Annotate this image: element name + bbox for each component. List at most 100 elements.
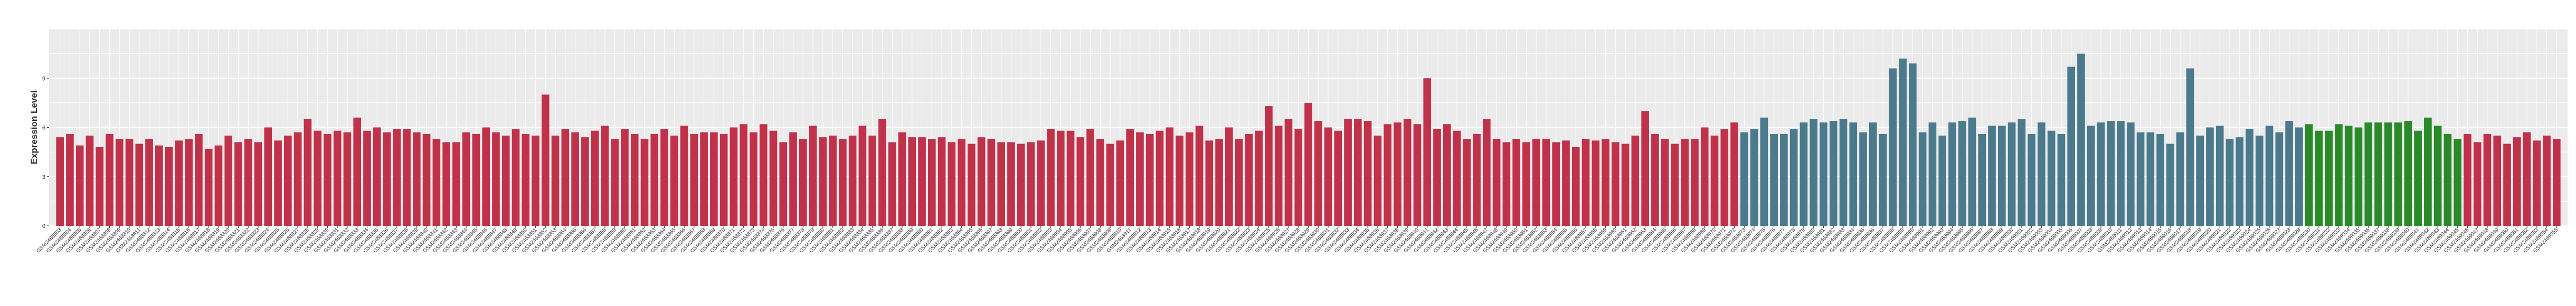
bar <box>2087 126 2095 226</box>
y-tick-label: 3 <box>42 174 45 180</box>
bar <box>1324 127 1332 226</box>
bar <box>1453 130 1461 226</box>
bar <box>1820 122 1827 226</box>
bar <box>264 127 272 226</box>
bar <box>2483 133 2492 226</box>
bar <box>1344 119 1352 226</box>
bar <box>779 142 788 226</box>
bar <box>670 136 678 226</box>
bar <box>293 132 302 226</box>
bar <box>1800 122 1808 226</box>
bar <box>1958 121 1966 226</box>
bar <box>314 130 321 226</box>
bar <box>690 133 698 226</box>
bar <box>66 133 74 226</box>
bar <box>363 130 371 226</box>
bar <box>1542 139 1550 226</box>
bar <box>1700 127 1709 226</box>
bar <box>86 136 94 226</box>
bar <box>234 142 242 226</box>
bar <box>333 130 342 226</box>
bar <box>968 144 976 226</box>
bar <box>621 129 629 226</box>
bar <box>1750 129 1758 226</box>
bar <box>848 136 857 226</box>
bar <box>710 132 718 226</box>
bar <box>482 127 490 226</box>
bar <box>274 140 282 226</box>
bar <box>2166 144 2174 226</box>
bar <box>2325 130 2333 226</box>
bar <box>1581 139 1590 226</box>
bar <box>769 130 778 226</box>
bar <box>2394 122 2402 226</box>
bar <box>403 129 411 226</box>
bar <box>1562 140 1570 226</box>
bar <box>512 129 520 226</box>
bar <box>106 133 113 226</box>
bar <box>1978 133 1986 226</box>
bar <box>1631 136 1640 226</box>
bar <box>115 139 124 226</box>
bar <box>422 133 431 226</box>
bar <box>2444 133 2452 226</box>
bar <box>1621 144 1630 226</box>
bar <box>958 139 965 226</box>
bar <box>2117 121 2125 226</box>
bar <box>165 147 173 226</box>
bar <box>1096 139 1104 226</box>
bar <box>393 129 401 226</box>
bar <box>1314 121 1322 226</box>
bar <box>1651 133 1659 226</box>
bar <box>1918 132 1927 226</box>
bar <box>640 139 649 226</box>
bar <box>1156 130 1164 226</box>
bar <box>1928 122 1937 226</box>
bar <box>719 133 728 226</box>
bar <box>501 136 510 226</box>
bar <box>373 127 381 226</box>
bar <box>1185 132 1194 226</box>
bar <box>888 142 896 226</box>
bar <box>1592 140 1600 226</box>
bar <box>1839 119 1848 226</box>
bar <box>2246 129 2253 226</box>
bar <box>2335 124 2343 226</box>
y-axis-label: Expression Level <box>29 91 39 165</box>
bar <box>1423 78 1432 226</box>
bar <box>492 132 500 226</box>
bar <box>541 94 550 226</box>
bar <box>1363 121 1372 226</box>
bar <box>1304 102 1312 226</box>
bar <box>740 124 748 226</box>
bar <box>680 126 688 226</box>
bar <box>611 139 619 226</box>
bar <box>135 144 144 226</box>
bar <box>1007 142 1015 226</box>
bar <box>383 132 391 226</box>
bar <box>1988 126 1996 226</box>
bar <box>858 126 867 226</box>
bar <box>1384 124 1391 226</box>
bar <box>700 132 708 226</box>
bar <box>1413 124 1422 226</box>
bar <box>2225 139 2234 226</box>
bar <box>908 137 916 226</box>
bar <box>581 137 589 226</box>
bar <box>591 130 599 226</box>
bar <box>1879 133 1887 226</box>
bars <box>56 53 2561 226</box>
bar <box>1760 117 1768 226</box>
bar <box>145 139 153 226</box>
bar <box>522 133 530 226</box>
bar <box>2503 144 2511 226</box>
bar <box>472 133 480 226</box>
bar <box>1027 142 1035 226</box>
bar <box>224 136 233 226</box>
bar <box>2156 133 2164 226</box>
bar <box>2107 121 2115 226</box>
bar <box>1710 136 1719 226</box>
bar <box>789 132 797 226</box>
bar <box>1443 124 1451 226</box>
bar <box>56 137 64 226</box>
